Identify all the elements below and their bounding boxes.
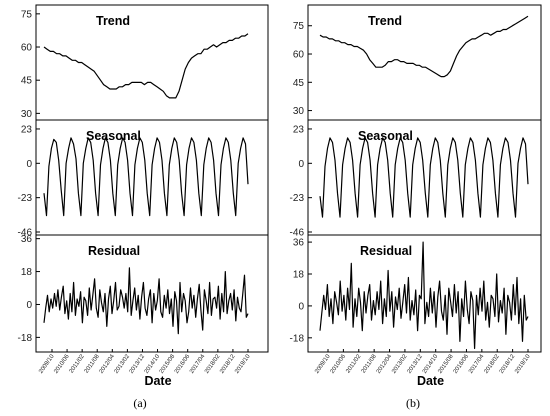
y-tick-label: 45 bbox=[293, 78, 305, 89]
chart-b: 30 45 60 75 Trend -46 -23 0 23 Seasonal -18 0 18 36 Re… bbox=[290, 4, 542, 410]
y-tick-label: 36 bbox=[293, 238, 305, 249]
panel-title: Trend bbox=[96, 14, 130, 28]
panel-frame bbox=[307, 234, 542, 353]
y-tick-label: 60 bbox=[21, 43, 33, 54]
panel-title: Seasonal bbox=[86, 129, 141, 143]
panel-frame bbox=[307, 4, 542, 121]
x-axis-label: Date bbox=[417, 374, 444, 388]
series-line bbox=[43, 267, 249, 335]
series-line bbox=[43, 137, 249, 217]
panel-trend: 30 45 60 75 Trend bbox=[293, 4, 542, 121]
y-tick-label: 36 bbox=[21, 234, 33, 245]
y-tick-label: 23 bbox=[293, 124, 305, 135]
panel-frame bbox=[35, 234, 269, 353]
y-tick-label: 23 bbox=[21, 124, 33, 135]
series-line bbox=[43, 33, 249, 99]
y-tick-label: 0 bbox=[298, 301, 304, 312]
y-tick-label: 18 bbox=[293, 270, 305, 281]
panel-seasonal: -46 -23 0 23 Seasonal bbox=[290, 119, 542, 239]
panel-residual: -18 0 18 36 Residual bbox=[290, 234, 542, 353]
chart-a: 30 45 60 75 Trend -46 -23 0 23 Seasonal -18 0 18 36 Re… bbox=[18, 4, 269, 410]
y-tick-label: 75 bbox=[293, 21, 305, 32]
panel-title: Residual bbox=[88, 244, 140, 258]
y-tick-label: 30 bbox=[21, 109, 33, 120]
y-tick-label: 30 bbox=[293, 106, 305, 117]
y-tick-label: 60 bbox=[293, 50, 305, 61]
y-tick-label: 0 bbox=[26, 300, 32, 311]
y-tick-label: -46 bbox=[290, 228, 305, 239]
series-line bbox=[319, 137, 529, 218]
y-tick-label: -23 bbox=[290, 193, 305, 204]
y-tick-label: -18 bbox=[290, 333, 305, 344]
panel-frame bbox=[35, 4, 269, 121]
series-line bbox=[319, 241, 529, 350]
figure-caption: (b) bbox=[406, 396, 420, 410]
y-tick-label: 45 bbox=[21, 76, 33, 87]
figure-caption: (a) bbox=[133, 396, 146, 410]
series-line bbox=[319, 15, 529, 78]
y-tick-label: -46 bbox=[18, 228, 33, 239]
y-tick-label: 0 bbox=[26, 159, 32, 170]
date-tick-label: 2019/10 bbox=[514, 353, 532, 375]
panel-title: Residual bbox=[360, 244, 412, 258]
x-axis-label: Date bbox=[144, 374, 171, 388]
panel-trend: 30 45 60 75 Trend bbox=[21, 4, 269, 121]
y-tick-label: -18 bbox=[18, 333, 33, 344]
y-tick-label: 18 bbox=[21, 267, 33, 278]
panel-residual: -18 0 18 36 Residual bbox=[18, 234, 269, 353]
date-tick-label: 2019/10 bbox=[234, 353, 252, 375]
panel-title: Trend bbox=[368, 14, 402, 28]
panel-title: Seasonal bbox=[358, 129, 413, 143]
y-tick-label: 0 bbox=[298, 159, 304, 170]
y-tick-label: -23 bbox=[18, 193, 33, 204]
y-tick-label: 75 bbox=[21, 9, 33, 20]
panel-seasonal: -46 -23 0 23 Seasonal bbox=[18, 119, 269, 239]
